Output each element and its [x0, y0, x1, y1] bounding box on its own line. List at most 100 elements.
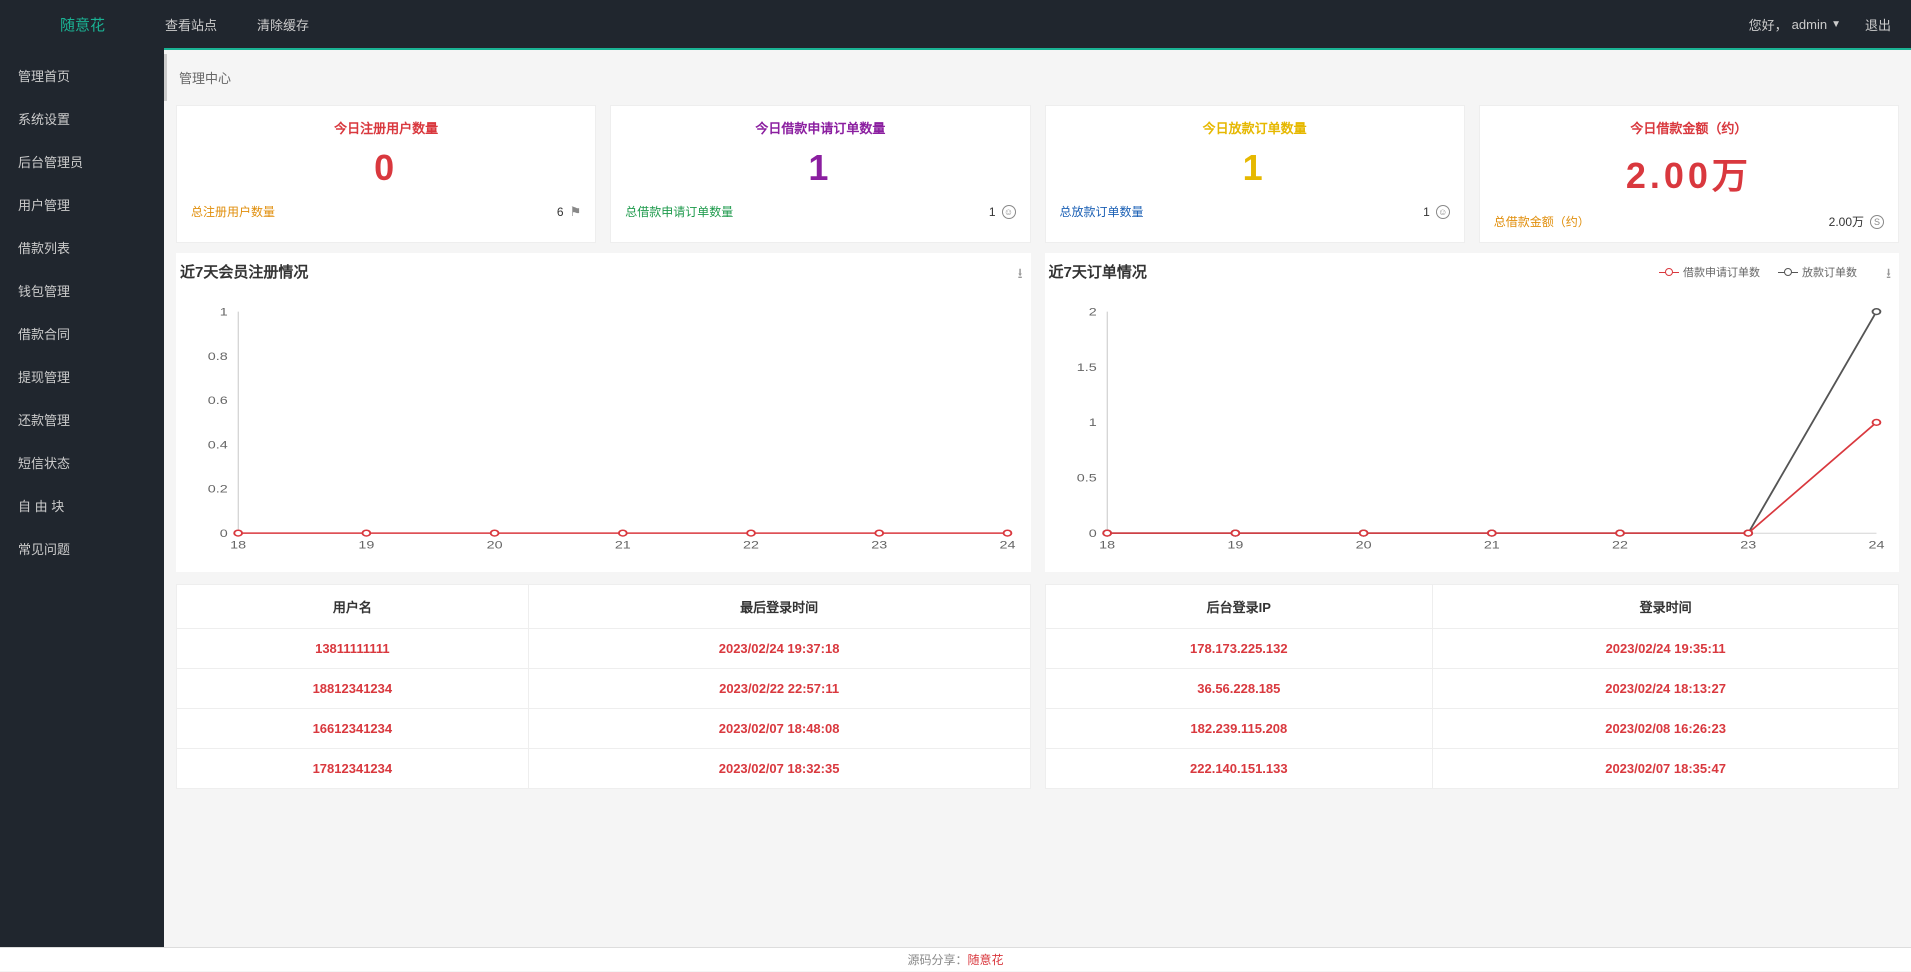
table-cell: 182.239.115.208 — [1045, 709, 1433, 749]
table-row: 222.140.151.1332023/02/07 18:35:47 — [1045, 749, 1899, 789]
table-cell: 2023/02/24 19:35:11 — [1433, 629, 1899, 669]
stat-foot-label: 总放款订单数量 — [1060, 203, 1144, 220]
logo[interactable]: 随意花 — [20, 14, 145, 35]
sidebar-item[interactable]: 借款列表 — [0, 226, 164, 269]
table-cell: 13811111111 — [177, 629, 529, 669]
sidebar-item[interactable]: 短信状态 — [0, 441, 164, 484]
chart-registrations: 近7天会员注册情况 ⭳ 00.20.40.60.8118192021222324 — [176, 253, 1031, 572]
table-row: 188123412342023/02/22 22:57:11 — [177, 669, 1031, 709]
legend-item[interactable]: 借款申请订单数 — [1659, 264, 1760, 280]
download-icon[interactable]: ⭳ — [1018, 263, 1023, 287]
table-cell: 178.173.225.132 — [1045, 629, 1433, 669]
table-row: 166123412342023/02/07 18:48:08 — [177, 709, 1031, 749]
legend-item[interactable]: 放款订单数 — [1778, 264, 1857, 280]
svg-text:20: 20 — [487, 539, 503, 551]
stat-foot-value: 6 ⚑ — [557, 204, 581, 220]
sidebar: 管理首页系统设置后台管理员用户管理借款列表钱包管理借款合同提现管理还款管理短信状… — [0, 48, 164, 947]
table-row: 178.173.225.1322023/02/24 19:35:11 — [1045, 629, 1899, 669]
table-cell: 2023/02/08 16:26:23 — [1433, 709, 1899, 749]
stat-foot-value: 2.00万 S — [1829, 213, 1884, 230]
stat-title: 今日放款订单数量 — [1060, 118, 1450, 137]
svg-text:24: 24 — [999, 539, 1015, 551]
sidebar-item[interactable]: 钱包管理 — [0, 269, 164, 312]
svg-text:0: 0 — [1088, 528, 1096, 540]
table-row: 138111111112023/02/24 19:37:18 — [177, 629, 1031, 669]
username: admin — [1792, 17, 1827, 32]
stat-foot-label: 总借款金额（约） — [1494, 213, 1590, 230]
table-row: 36.56.228.1852023/02/24 18:13:27 — [1045, 669, 1899, 709]
svg-text:0.2: 0.2 — [208, 483, 228, 495]
svg-text:0.4: 0.4 — [208, 439, 228, 451]
chart-title: 近7天订单情况 — [1045, 261, 1147, 282]
table-cell: 16612341234 — [177, 709, 529, 749]
currency-icon: S — [1870, 215, 1884, 229]
sidebar-item[interactable]: 提现管理 — [0, 355, 164, 398]
table-cell: 2023/02/07 18:48:08 — [528, 709, 1030, 749]
footer-brand[interactable]: 随意花 — [968, 953, 1004, 967]
footer: 源码分享：随意花 — [0, 947, 1911, 971]
svg-text:0.8: 0.8 — [208, 351, 228, 363]
download-icon[interactable]: ⭳ — [1886, 263, 1891, 287]
stat-title: 今日借款申请订单数量 — [625, 118, 1015, 137]
sidebar-item[interactable]: 还款管理 — [0, 398, 164, 441]
breadcrumb: 管理中心 — [164, 54, 1911, 101]
svg-text:21: 21 — [1483, 539, 1499, 551]
stat-cards-row: 今日注册用户数量0总注册用户数量6 ⚑今日借款申请订单数量1总借款申请订单数量1… — [176, 105, 1899, 243]
svg-text:22: 22 — [1612, 539, 1628, 551]
logout-link[interactable]: 退出 — [1865, 15, 1891, 34]
table-cell: 222.140.151.133 — [1045, 749, 1433, 789]
sidebar-item[interactable]: 系统设置 — [0, 97, 164, 140]
svg-text:19: 19 — [1227, 539, 1243, 551]
stat-card: 今日注册用户数量0总注册用户数量6 ⚑ — [176, 105, 596, 243]
table-cell: 2023/02/24 18:13:27 — [1433, 669, 1899, 709]
stat-value: 1 — [1060, 147, 1450, 189]
main-content: 管理中心 今日注册用户数量0总注册用户数量6 ⚑今日借款申请订单数量1总借款申请… — [164, 48, 1911, 947]
svg-text:0: 0 — [220, 528, 228, 540]
table-cell: 2023/02/22 22:57:11 — [528, 669, 1030, 709]
svg-text:24: 24 — [1868, 539, 1884, 551]
face-icon: ☺ — [1002, 205, 1016, 219]
svg-text:1.5: 1.5 — [1076, 362, 1096, 374]
stat-foot-value: 1 ☺ — [1423, 205, 1450, 219]
user-dropdown[interactable]: 您好， admin ▼ — [1749, 15, 1841, 34]
stat-foot-label: 总注册用户数量 — [191, 203, 275, 220]
stat-card: 今日借款申请订单数量1总借款申请订单数量1 ☺ — [610, 105, 1030, 243]
stat-value: 2.00万 — [1494, 147, 1884, 199]
sidebar-item[interactable]: 自 由 块 — [0, 484, 164, 527]
flag-icon: ⚑ — [570, 204, 582, 220]
svg-text:0.5: 0.5 — [1076, 472, 1096, 484]
svg-text:18: 18 — [1099, 539, 1115, 551]
svg-text:22: 22 — [743, 539, 759, 551]
table-header: 登录时间 — [1433, 585, 1899, 629]
table-cell: 2023/02/24 19:37:18 — [528, 629, 1030, 669]
stat-foot-value: 1 ☺ — [989, 205, 1016, 219]
stat-title: 今日借款金额（约） — [1494, 118, 1884, 137]
svg-text:21: 21 — [615, 539, 631, 551]
topnav-item[interactable]: 查看站点 — [145, 15, 237, 34]
topnav-item[interactable]: 清除缓存 — [237, 15, 329, 34]
chevron-down-icon: ▼ — [1831, 19, 1841, 30]
sidebar-item[interactable]: 用户管理 — [0, 183, 164, 226]
sidebar-item[interactable]: 后台管理员 — [0, 140, 164, 183]
stat-card: 今日放款订单数量 1 总放款订单数量 1 ☺ — [1045, 105, 1465, 243]
svg-text:1: 1 — [220, 306, 228, 318]
svg-text:0.6: 0.6 — [208, 395, 228, 407]
table-cell: 2023/02/07 18:35:47 — [1433, 749, 1899, 789]
table-cell: 18812341234 — [177, 669, 529, 709]
top-nav: 查看站点清除缓存 — [145, 15, 329, 34]
face-icon: ☺ — [1436, 205, 1450, 219]
table-cell: 17812341234 — [177, 749, 529, 789]
svg-text:23: 23 — [1740, 539, 1756, 551]
greeting-prefix: 您好， — [1749, 15, 1788, 34]
stat-foot-label: 总借款申请订单数量 — [625, 203, 733, 220]
table-users: 用户名最后登录时间138111111112023/02/24 19:37:181… — [176, 584, 1031, 789]
table-cell: 2023/02/07 18:32:35 — [528, 749, 1030, 789]
sidebar-item[interactable]: 管理首页 — [0, 54, 164, 97]
sidebar-item[interactable]: 借款合同 — [0, 312, 164, 355]
svg-text:20: 20 — [1355, 539, 1371, 551]
sidebar-item[interactable]: 常见问题 — [0, 527, 164, 570]
svg-text:2: 2 — [1088, 306, 1096, 318]
svg-text:23: 23 — [871, 539, 887, 551]
table-row: 178123412342023/02/07 18:32:35 — [177, 749, 1031, 789]
table-header: 后台登录IP — [1045, 585, 1433, 629]
